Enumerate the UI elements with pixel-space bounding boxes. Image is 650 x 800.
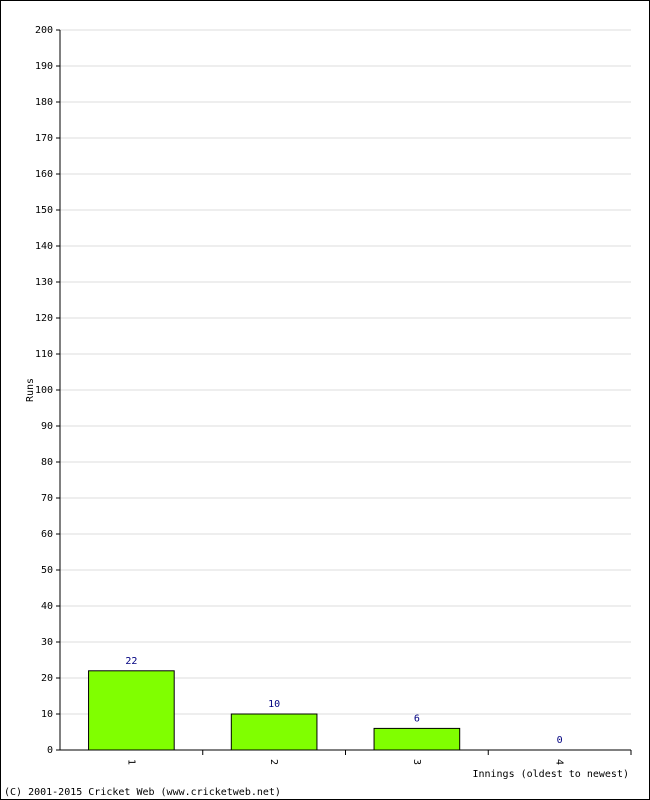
y-tick-label: 70 [41, 493, 53, 504]
value-label: 6 [414, 713, 420, 724]
value-label: 10 [268, 699, 280, 710]
y-tick-label: 150 [35, 205, 53, 216]
bar [230, 713, 318, 751]
y-tick-label: 20 [41, 673, 53, 684]
y-tick-label: 40 [41, 601, 53, 612]
x-tick-label: 2 [268, 759, 279, 765]
y-tick-label: 170 [35, 133, 53, 144]
y-tick-label: 60 [41, 529, 53, 540]
y-tick-label: 100 [35, 385, 53, 396]
y-tick-label: 190 [35, 61, 53, 72]
y-tick-label: 10 [41, 709, 53, 720]
y-tick-label: 200 [35, 25, 53, 36]
bar [88, 670, 175, 751]
y-tick-label: 140 [35, 241, 53, 252]
y-tick-label: 50 [41, 565, 53, 576]
value-label: 22 [125, 656, 137, 667]
y-tick-label: 110 [35, 349, 53, 360]
bar [373, 727, 461, 751]
y-tick-label: 180 [35, 97, 53, 108]
y-tick-label: 160 [35, 169, 53, 180]
footer: (C) 2001-2015 Cricket Web (www.cricketwe… [4, 787, 281, 798]
y-tick-label: 30 [41, 637, 53, 648]
y-tick-label: 90 [41, 421, 53, 432]
y-tick-label: 130 [35, 277, 53, 288]
x-tick-label: 4 [554, 759, 565, 765]
x-axis-label: Innings (oldest to newest) [472, 769, 629, 780]
y-axis-label: Runs [25, 378, 36, 402]
y-tick-label: 80 [41, 457, 53, 468]
x-tick-label: 1 [125, 759, 136, 765]
value-label: 0 [557, 735, 563, 746]
x-tick-label: 3 [411, 759, 422, 765]
y-tick-label: 120 [35, 313, 53, 324]
y-tick-label: 0 [47, 745, 53, 756]
